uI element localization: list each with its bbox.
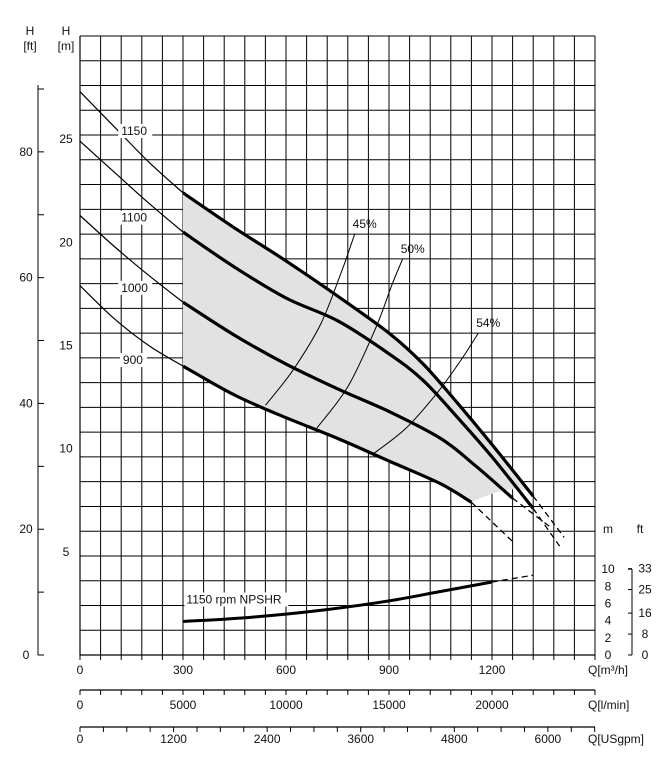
curve-1000-thin bbox=[79, 215, 184, 303]
x_m3h-tick-label: 600 bbox=[276, 663, 296, 677]
npshr-m-tick-label: 6 bbox=[605, 597, 612, 611]
x_m3h-label: Q[m³/h] bbox=[588, 663, 628, 677]
axis-ft-unit-top: H bbox=[26, 24, 35, 38]
x_m3h-tick-label: 1200 bbox=[479, 663, 506, 677]
x_usgpm-tick-label: 6000 bbox=[535, 732, 562, 746]
speed-label-1000: 1000 bbox=[121, 281, 148, 295]
curve-1150-bold bbox=[182, 191, 535, 498]
npshr-ft-tick-label: 0 bbox=[642, 648, 649, 662]
npshr-m-tick-label: 8 bbox=[605, 579, 612, 593]
m-tick-label: 10 bbox=[59, 442, 73, 456]
curve-900-thin bbox=[79, 285, 184, 367]
npshr-m-unit: m bbox=[603, 522, 613, 536]
head-curves bbox=[79, 91, 565, 549]
curve-900-bold bbox=[182, 364, 473, 504]
m-tick-label: 20 bbox=[59, 235, 73, 249]
ft-tick-label: 60 bbox=[19, 271, 33, 285]
npshr-label-bg bbox=[184, 592, 289, 607]
npshr-ft-tick-label: 33 bbox=[638, 562, 652, 576]
x_m3h-tick-label: 900 bbox=[379, 663, 399, 677]
npshr-ft-tick-label: 25 bbox=[638, 583, 652, 597]
npshr-curve-solid bbox=[182, 580, 493, 623]
speed-label-bg bbox=[118, 124, 153, 139]
x_m3h-tick-label: 300 bbox=[173, 663, 193, 677]
axis-ft-unit-bottom: [ft] bbox=[23, 39, 36, 53]
x_m3h-tick-label: 0 bbox=[77, 663, 84, 677]
curve-1150-dashed bbox=[532, 495, 565, 538]
npshr-curve-dashed bbox=[491, 574, 534, 583]
npshr-ft-unit: ft bbox=[637, 522, 644, 536]
curve-1000-bold bbox=[182, 300, 514, 500]
x_lmin-tick-label: 20000 bbox=[475, 698, 509, 712]
efficiency-label-45: 45% bbox=[353, 217, 377, 231]
efficiency-line-54 bbox=[371, 332, 479, 456]
npshr-ft-tick-label: 16 bbox=[638, 606, 652, 620]
npshr-ft-tick-label: 8 bbox=[642, 627, 649, 641]
axis-m-unit-bottom: [m] bbox=[58, 39, 75, 53]
curve-1100-bold bbox=[182, 230, 535, 510]
x_lmin-tick-label: 15000 bbox=[372, 698, 406, 712]
npshr-m-tick-label: 10 bbox=[601, 562, 615, 576]
ft-tick-label: 20 bbox=[19, 522, 33, 536]
x_lmin-tick-label: 10000 bbox=[269, 698, 303, 712]
axes bbox=[37, 36, 633, 732]
efficiency-label-50: 50% bbox=[401, 242, 425, 256]
x_usgpm-tick-label: 4800 bbox=[441, 732, 468, 746]
curve-1100-thin bbox=[79, 140, 184, 233]
x_usgpm-tick-label: 3600 bbox=[347, 732, 374, 746]
efficiency-label-54: 54% bbox=[476, 316, 500, 330]
speed-label-bg bbox=[118, 210, 153, 225]
axis-m-unit-top: H bbox=[62, 24, 71, 38]
x_lmin-tick-label: 0 bbox=[77, 698, 84, 712]
speed-label-1100: 1100 bbox=[121, 211, 147, 225]
npshr-curve bbox=[182, 574, 534, 623]
x_usgpm-tick-label: 0 bbox=[77, 732, 84, 746]
npshr-m-tick-label: 4 bbox=[605, 614, 612, 628]
x_usgpm-label: Q[USgpm] bbox=[588, 732, 644, 746]
efficiency-line-50 bbox=[316, 258, 404, 429]
operating-area bbox=[183, 192, 534, 503]
speed-label-900: 900 bbox=[123, 353, 143, 367]
m-tick-label: 25 bbox=[59, 132, 73, 146]
x_lmin-tick-label: 5000 bbox=[170, 698, 197, 712]
x_usgpm-tick-label: 2400 bbox=[254, 732, 281, 746]
speed-label-1150: 1150 bbox=[121, 124, 147, 138]
speed-label-bg bbox=[119, 353, 147, 368]
speed-label-bg bbox=[118, 280, 153, 295]
npshr-label: 1150 rpm NPSHR bbox=[186, 593, 281, 607]
efficiency-lines bbox=[265, 233, 479, 456]
operating-area-fill bbox=[183, 192, 534, 503]
curve-1100-dashed bbox=[532, 508, 562, 549]
curve-1150-thin bbox=[79, 91, 184, 194]
x_usgpm-tick-label: 1200 bbox=[160, 732, 187, 746]
ft-tick-label: 0 bbox=[23, 648, 30, 662]
curve-1000-dashed bbox=[512, 497, 551, 528]
x_lmin-label: Q[l/min] bbox=[588, 698, 629, 712]
npshr-m-tick-label: 2 bbox=[605, 631, 612, 645]
npshr-m-tick-label: 0 bbox=[605, 648, 612, 662]
ft-tick-label: 80 bbox=[19, 145, 33, 159]
m-tick-label: 5 bbox=[63, 545, 70, 559]
ft-tick-label: 40 bbox=[19, 396, 33, 410]
curve-900-dashed bbox=[470, 501, 514, 542]
efficiency-line-45 bbox=[265, 233, 356, 406]
m-tick-label: 15 bbox=[59, 339, 73, 353]
